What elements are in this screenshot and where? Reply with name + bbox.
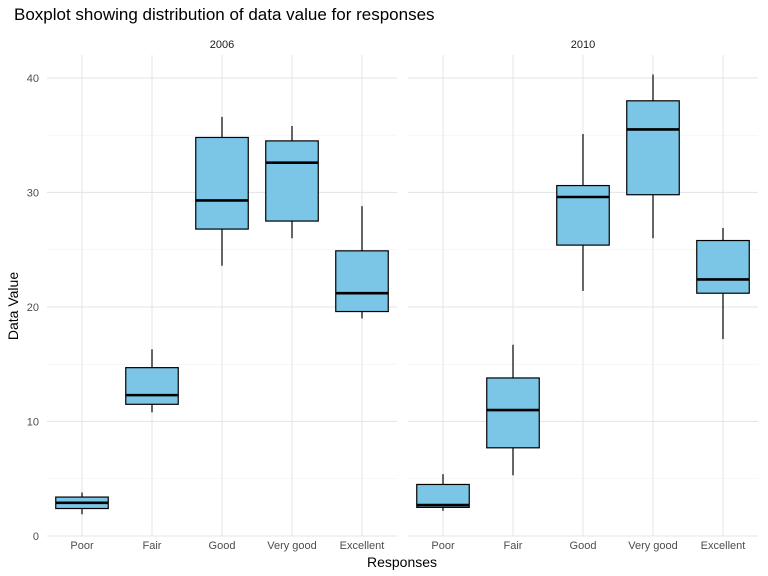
- facet-strip-label: 2010: [571, 39, 595, 51]
- y-tick-label: 0: [33, 531, 39, 543]
- box-2006-poor: [55, 492, 109, 515]
- facet-strip-label: 2006: [210, 39, 234, 51]
- facet-panels: 2006 Poor Fair Good Very good Excellent 2010 Po…: [47, 39, 758, 552]
- facet-panel-2010: 2010 Poor Fair Good Very good Excellent: [408, 39, 758, 552]
- x-tick-label: Excellent: [340, 540, 385, 552]
- x-tick-label: Poor: [431, 540, 455, 552]
- x-tick-label: Excellent: [701, 540, 746, 552]
- x-tick-label: Fair: [504, 540, 523, 552]
- chart-title: Boxplot showing distribution of data val…: [14, 5, 435, 24]
- box-iqr: [556, 184, 610, 246]
- box-2010-poor: [416, 474, 470, 511]
- y-axis-title: Data Value: [5, 272, 21, 340]
- x-tick-label: Fair: [143, 540, 162, 552]
- y-axis: 0 10 20 30 40: [27, 73, 39, 543]
- x-tick-label: Good: [209, 540, 236, 552]
- x-axis-title: Responses: [367, 554, 437, 570]
- box-iqr: [335, 250, 389, 313]
- box-iqr: [696, 239, 750, 294]
- box-2006-fair: [125, 349, 179, 413]
- box-iqr: [486, 377, 540, 449]
- y-tick-label: 40: [27, 73, 39, 85]
- box-2006-excellent: [335, 206, 389, 319]
- box-iqr: [416, 483, 470, 508]
- x-tick-label: Very good: [628, 540, 678, 552]
- box-iqr: [626, 100, 680, 196]
- y-tick-label: 10: [27, 416, 39, 428]
- y-tick-label: 30: [27, 187, 39, 199]
- box-2010-very-good: [626, 74, 680, 239]
- box-2010-excellent: [696, 227, 750, 340]
- box-iqr: [265, 140, 319, 222]
- box-2006-very-good: [265, 126, 319, 239]
- box-iqr: [125, 367, 179, 405]
- x-tick-label: Very good: [267, 540, 317, 552]
- facet-panel-2006: 2006 Poor Fair Good Very good Excellent: [47, 39, 397, 552]
- x-tick-label: Good: [570, 540, 597, 552]
- box-2010-good: [556, 134, 610, 291]
- box-iqr: [195, 136, 249, 230]
- box-2010-fair: [486, 344, 540, 476]
- x-tick-label: Poor: [70, 540, 94, 552]
- y-tick-label: 20: [27, 302, 39, 314]
- box-2006-good: [195, 116, 249, 266]
